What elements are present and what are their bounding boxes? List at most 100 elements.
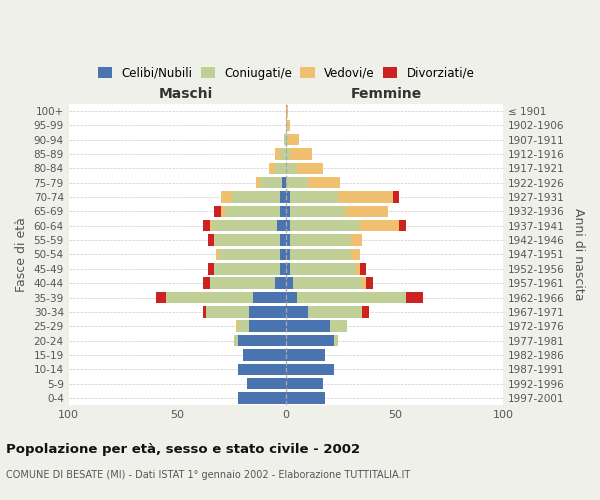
Bar [290,263,356,274]
Bar [280,263,286,274]
Bar [280,148,286,160]
Bar [286,320,329,332]
Bar [286,392,325,404]
Bar [286,177,308,188]
Bar [234,335,238,346]
Bar [214,234,280,246]
Bar [334,335,338,346]
Bar [238,335,286,346]
Bar [210,220,212,232]
Bar [286,349,325,360]
Bar [253,292,286,303]
Bar [288,134,299,145]
Bar [166,292,253,303]
Bar [280,206,286,217]
Bar [256,177,260,188]
Bar [282,177,286,188]
Bar [286,306,308,318]
Bar [290,206,345,217]
Bar [356,263,360,274]
Bar [249,320,286,332]
Bar [360,263,367,274]
Bar [249,306,286,318]
Bar [293,278,362,289]
Bar [286,234,290,246]
Bar [275,278,286,289]
Bar [286,134,288,145]
Bar [236,320,238,332]
Bar [217,248,218,260]
Bar [277,220,286,232]
Bar [275,148,280,160]
Bar [290,234,351,246]
Legend: Celibi/Nubili, Coniugati/e, Vedovi/e, Divorziati/e: Celibi/Nubili, Coniugati/e, Vedovi/e, Di… [94,63,478,83]
Bar [214,263,280,274]
Bar [286,278,293,289]
Y-axis label: Anni di nascita: Anni di nascita [572,208,585,300]
Bar [351,234,362,246]
Text: Popolazione per età, sesso e stato civile - 2002: Popolazione per età, sesso e stato civil… [6,442,360,456]
Bar [392,192,399,203]
Bar [290,148,312,160]
Bar [203,306,206,318]
Bar [232,192,280,203]
Text: COMUNE DI BESATE (MI) - Dati ISTAT 1° gennaio 2002 - Elaborazione TUTTITALIA.IT: COMUNE DI BESATE (MI) - Dati ISTAT 1° ge… [6,470,410,480]
Bar [362,278,367,289]
Bar [286,378,323,390]
Bar [203,220,210,232]
Bar [351,248,360,260]
Bar [208,263,214,274]
Bar [329,320,347,332]
Bar [214,206,221,217]
Bar [155,292,166,303]
Bar [286,162,297,174]
Bar [362,306,368,318]
Bar [297,162,323,174]
Bar [286,292,297,303]
Bar [286,248,290,260]
Bar [290,248,351,260]
Bar [280,248,286,260]
Text: Maschi: Maschi [159,87,213,101]
Bar [286,105,288,117]
Bar [238,392,286,404]
Bar [280,234,286,246]
Bar [360,220,399,232]
Bar [308,177,340,188]
Bar [367,278,373,289]
Bar [247,378,286,390]
Bar [345,206,388,217]
Bar [221,192,232,203]
Bar [286,220,290,232]
Bar [290,220,360,232]
Y-axis label: Fasce di età: Fasce di età [15,217,28,292]
Bar [399,220,406,232]
Bar [297,292,406,303]
Bar [260,177,282,188]
Bar [286,206,290,217]
Bar [221,206,225,217]
Bar [208,234,214,246]
Bar [286,148,290,160]
Bar [269,162,275,174]
Bar [290,192,338,203]
Text: Femmine: Femmine [350,87,422,101]
Bar [286,192,290,203]
Bar [284,134,286,145]
Bar [286,120,290,131]
Bar [238,364,286,375]
Bar [280,192,286,203]
Bar [206,306,249,318]
Bar [406,292,423,303]
Bar [225,206,280,217]
Bar [308,306,362,318]
Bar [238,320,249,332]
Bar [218,248,280,260]
Bar [242,349,286,360]
Bar [286,263,290,274]
Bar [203,278,210,289]
Bar [286,364,334,375]
Bar [338,192,392,203]
Bar [286,335,334,346]
Bar [210,278,275,289]
